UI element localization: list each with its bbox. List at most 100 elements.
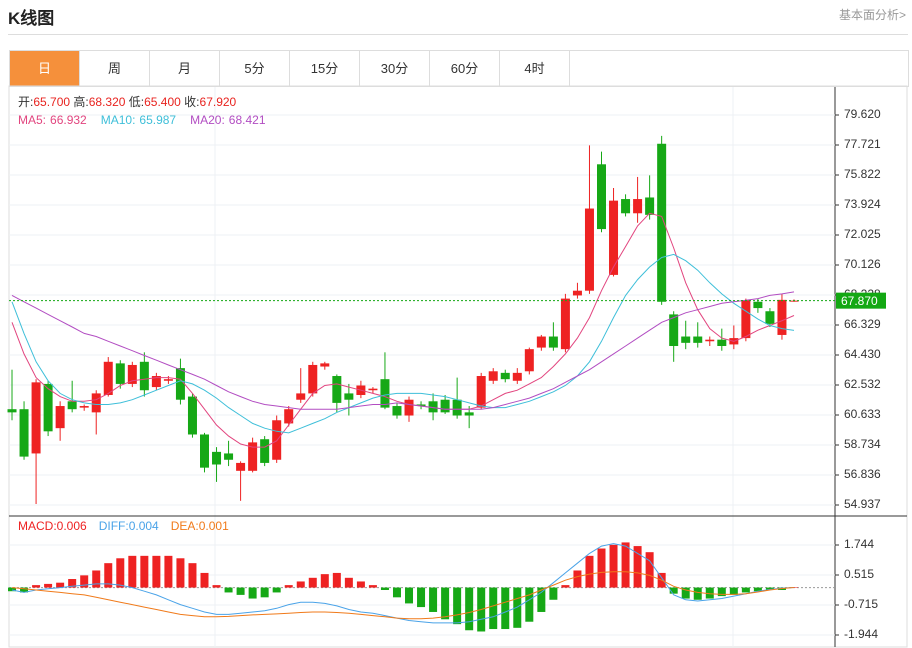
candle-body <box>200 434 209 468</box>
period-tab[interactable]: 月 <box>150 51 220 86</box>
divider <box>8 34 908 35</box>
y-tick-label: 72.025 <box>844 227 881 241</box>
macd-bar <box>380 587 389 591</box>
candle-body <box>7 409 17 413</box>
macd-bar <box>621 542 630 588</box>
legend-value: 0.004 <box>129 519 159 533</box>
y-tick-label: 66.329 <box>844 317 881 331</box>
y-tick-label: -0.715 <box>844 597 878 611</box>
candle-body <box>224 453 234 460</box>
legend-name: DIFF: <box>99 519 129 533</box>
candle-body <box>440 399 450 413</box>
macd-bar <box>116 558 125 588</box>
macd-bar <box>320 574 329 588</box>
candle-body <box>115 363 125 384</box>
candle-body <box>464 412 474 416</box>
page-title: K线图 <box>8 9 55 28</box>
macd-bar <box>272 587 281 593</box>
summary-name: 收: <box>184 95 199 109</box>
ma-line <box>11 253 795 434</box>
fundamental-link[interactable]: 基本面分析> <box>838 8 906 22</box>
macd-bar <box>236 587 245 595</box>
period-tab[interactable]: 30分 <box>360 51 430 86</box>
period-tab[interactable]: 5分 <box>220 51 290 86</box>
y-tick-label: 70.126 <box>844 257 881 271</box>
macd-bar <box>308 577 317 588</box>
candle-body <box>43 383 53 432</box>
y-tick-label: 56.836 <box>844 467 881 481</box>
macd-line <box>11 571 795 620</box>
y-tick-label: 54.937 <box>844 497 881 511</box>
current-price-label: 67.870 <box>841 294 878 308</box>
candle-body <box>657 143 667 302</box>
candle-body <box>212 451 222 465</box>
candle-body <box>344 393 354 400</box>
macd-bar <box>212 585 221 588</box>
ma-line <box>11 291 795 410</box>
macd-bar <box>549 587 558 600</box>
candle-body <box>392 406 402 416</box>
legend-value: 65.987 <box>139 113 176 127</box>
macd-bar <box>513 587 522 628</box>
macd-bar <box>717 587 726 597</box>
macd-bar <box>68 579 77 588</box>
macd-bar <box>260 587 269 598</box>
candle-body <box>332 376 342 403</box>
candle-body <box>572 290 582 296</box>
chart-frame <box>8 85 908 648</box>
candle-body <box>320 363 330 367</box>
period-tab[interactable]: 日 <box>10 51 80 86</box>
macd-bar <box>561 585 570 588</box>
macd-bar <box>392 587 401 598</box>
candle-body <box>163 379 173 381</box>
summary-name: 开: <box>18 95 33 109</box>
macd-bar <box>104 563 113 588</box>
candle-body <box>284 409 294 424</box>
candle-body <box>55 406 65 429</box>
legend-name: MA20: <box>190 113 225 127</box>
candle-body <box>308 364 318 394</box>
macd-bar <box>753 587 762 592</box>
macd-bar <box>200 572 209 588</box>
candle-body <box>452 399 462 416</box>
summary-value: 67.920 <box>200 95 237 109</box>
current-price-box <box>836 292 886 309</box>
candle-body <box>560 298 570 350</box>
candle-body <box>584 208 594 291</box>
candle-body <box>380 379 390 408</box>
y-tick-label: 1.744 <box>844 537 874 551</box>
macd-bar <box>441 587 450 620</box>
y-tick-label: 79.620 <box>844 107 881 121</box>
period-tab[interactable]: 4时 <box>500 51 570 86</box>
period-tab[interactable]: 60分 <box>430 51 500 86</box>
candle-body <box>548 336 558 348</box>
macd-bar <box>705 587 714 599</box>
candle-body <box>139 361 149 391</box>
candle-body <box>524 349 534 372</box>
macd-bar <box>92 570 101 588</box>
candle-body <box>645 197 655 215</box>
macd-bar <box>368 585 377 588</box>
candle-body <box>633 199 643 214</box>
candle-body <box>428 401 438 413</box>
macd-bar <box>489 587 498 630</box>
macd-bar <box>20 587 29 593</box>
macd-bar <box>296 581 305 588</box>
macd-bar <box>429 587 438 612</box>
y-tick-label: 75.822 <box>844 167 881 181</box>
macd-bar <box>573 570 582 588</box>
candle-body <box>404 399 414 416</box>
period-tab[interactable]: 周 <box>80 51 150 86</box>
macd-bar <box>465 587 474 631</box>
candle-body <box>705 339 715 342</box>
legend-value: 0.006 <box>57 519 87 533</box>
macd-bar <box>417 587 426 608</box>
macd-bar <box>693 587 702 600</box>
period-tab[interactable]: 15分 <box>290 51 360 86</box>
y-tick-label: 62.532 <box>844 377 881 391</box>
macd-bar <box>164 555 173 588</box>
candle-body <box>151 376 161 388</box>
legend-name: MA10: <box>101 113 136 127</box>
